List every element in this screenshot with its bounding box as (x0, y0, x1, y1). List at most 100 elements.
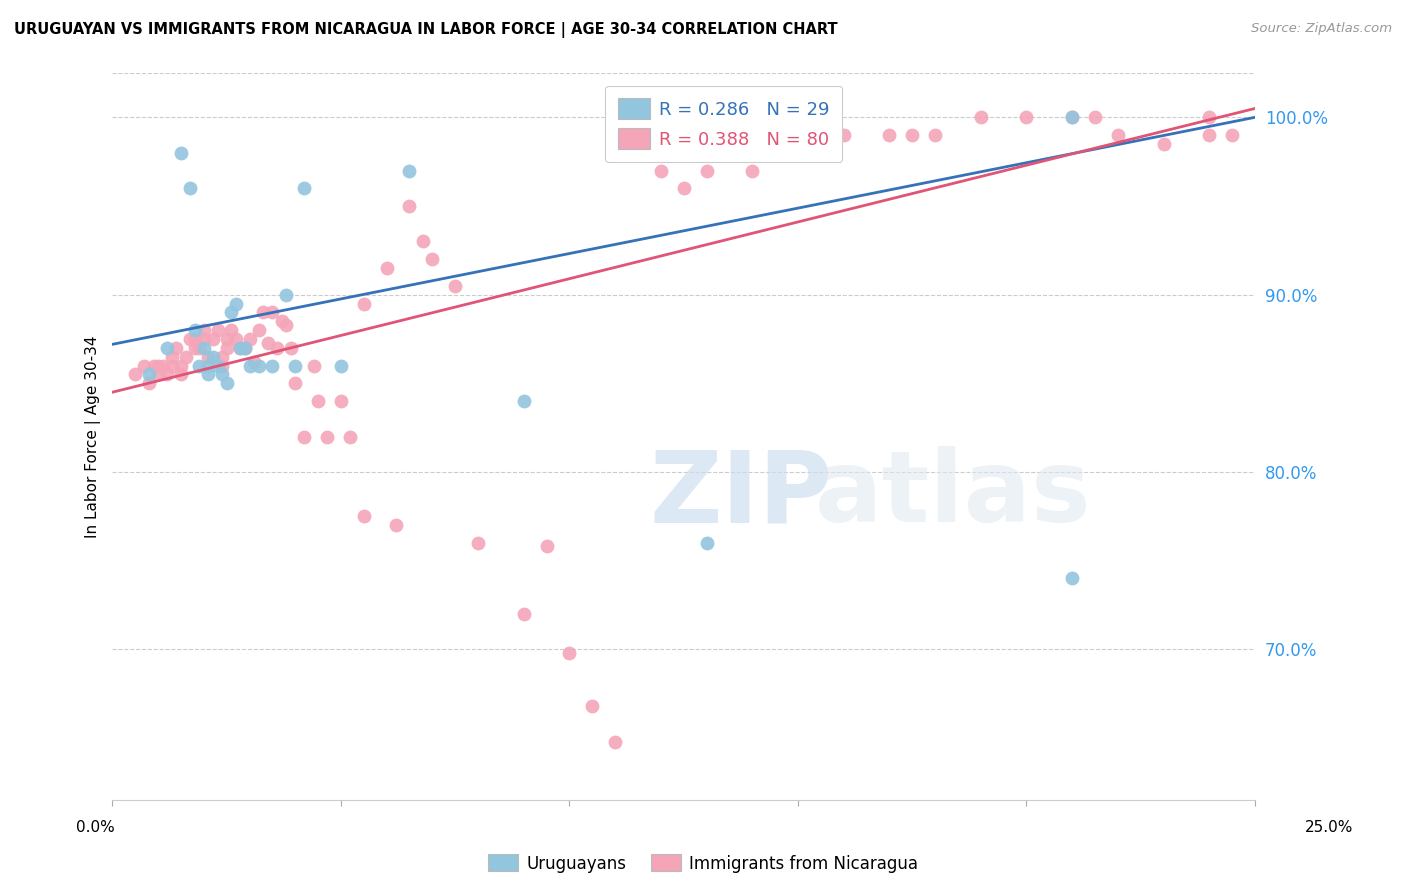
Point (207, 359, 229, 373)
Point (398, 199, 420, 213)
Point (467, 536, 489, 550)
Point (262, 305, 284, 319)
Point (160, 350, 183, 364)
Point (1198, 111, 1220, 125)
Point (215, 332, 238, 346)
Point (832, 128, 855, 142)
Point (170, 145, 193, 160)
Point (193, 332, 215, 346)
Point (787, 136, 810, 151)
Point (211, 350, 233, 364)
Point (879, 128, 901, 142)
Point (1015, 111, 1038, 125)
Text: 25.0%: 25.0% (1305, 821, 1353, 835)
Point (124, 368, 146, 382)
Legend: Uruguayans, Immigrants from Nicaragua: Uruguayans, Immigrants from Nicaragua (481, 847, 925, 880)
Point (696, 163, 718, 178)
Point (1084, 111, 1107, 125)
Point (274, 287, 297, 301)
Point (201, 350, 224, 364)
Point (444, 278, 467, 293)
Text: 0.0%: 0.0% (76, 821, 115, 835)
Point (1220, 128, 1243, 142)
Point (536, 540, 558, 554)
Point (138, 368, 160, 382)
Point (329, 394, 352, 409)
Point (197, 359, 219, 373)
Point (256, 335, 278, 350)
Point (353, 509, 375, 524)
Point (188, 341, 211, 355)
Point (215, 376, 238, 391)
Point (329, 359, 352, 373)
Point (170, 368, 193, 382)
Point (252, 305, 274, 319)
Point (188, 359, 211, 373)
Point (412, 235, 434, 249)
Point (375, 261, 398, 276)
Point (262, 359, 284, 373)
Point (238, 359, 260, 373)
Point (152, 359, 174, 373)
Point (207, 323, 229, 337)
Point (284, 376, 307, 391)
Point (339, 429, 361, 443)
Point (138, 376, 160, 391)
Point (225, 332, 247, 346)
Point (558, 646, 581, 660)
Point (316, 429, 339, 443)
Point (302, 359, 325, 373)
Point (1062, 111, 1084, 125)
Point (156, 341, 179, 355)
Point (1153, 136, 1175, 151)
Point (233, 341, 256, 355)
Point (233, 341, 256, 355)
Point (1062, 571, 1084, 585)
Point (292, 181, 315, 195)
Point (197, 368, 219, 382)
Point (183, 332, 205, 346)
Point (170, 359, 193, 373)
Point (1062, 111, 1084, 125)
Point (219, 305, 242, 319)
Point (1107, 128, 1129, 142)
Point (284, 359, 307, 373)
Point (398, 163, 420, 178)
Point (142, 359, 165, 373)
Text: URUGUAYAN VS IMMIGRANTS FROM NICARAGUA IN LABOR FORCE | AGE 30-34 CORRELATION CH: URUGUAYAN VS IMMIGRANTS FROM NICARAGUA I… (14, 22, 838, 38)
Point (183, 323, 205, 337)
Point (219, 323, 242, 337)
Point (156, 368, 179, 382)
Point (1198, 128, 1220, 142)
Point (270, 314, 292, 328)
Point (225, 296, 247, 310)
Point (696, 536, 718, 550)
Point (243, 355, 266, 369)
Text: ZIP: ZIP (650, 446, 832, 543)
Point (384, 518, 406, 533)
Text: atlas: atlas (815, 446, 1091, 543)
Point (134, 359, 156, 373)
Point (247, 359, 270, 373)
Point (215, 341, 238, 355)
Point (193, 323, 215, 337)
Point (165, 341, 187, 355)
Point (179, 332, 201, 346)
Point (146, 359, 169, 373)
Point (280, 341, 302, 355)
Point (924, 128, 946, 142)
Point (292, 429, 315, 443)
Point (672, 181, 695, 195)
Point (581, 699, 603, 714)
Point (741, 163, 763, 178)
Point (174, 350, 197, 364)
Point (229, 341, 252, 355)
Point (160, 359, 183, 373)
Point (650, 163, 672, 178)
Point (247, 323, 270, 337)
Point (229, 341, 252, 355)
Y-axis label: In Labor Force | Age 30-34: In Labor Force | Age 30-34 (86, 335, 101, 538)
Point (353, 296, 375, 310)
Point (238, 332, 260, 346)
Point (201, 332, 224, 346)
